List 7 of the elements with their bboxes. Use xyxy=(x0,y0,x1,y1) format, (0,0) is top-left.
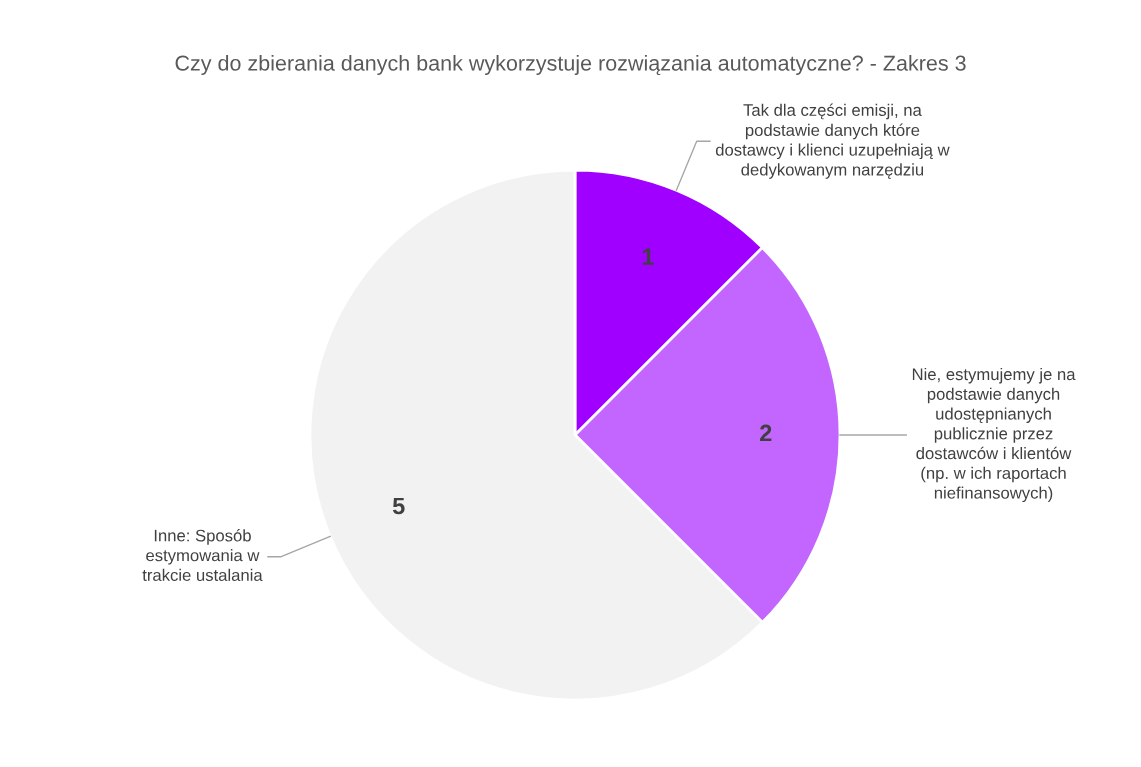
data-label: 2 xyxy=(760,424,772,442)
data-label: 5 xyxy=(392,497,405,515)
slice-label: Inne: Sposób estymowania w trakcie ustalania xyxy=(142,529,263,582)
data-label: 1 xyxy=(642,248,654,265)
chart-title: Czy do zbierania danych bank wykorzystuje rozwiązania automatyczne? - Zakres 3 xyxy=(175,54,966,76)
slice-label: Tak dla części emisji, na podstawie danych które dostawcy i klienci uzupełniają w dedykowanym narzędziu xyxy=(715,103,950,179)
slice-label: Nie, estymujemy je na podstawie danych udostępnianych publicznie przez dostawców i klientów (np. w ich raportach niefinansowych) xyxy=(912,367,1076,503)
